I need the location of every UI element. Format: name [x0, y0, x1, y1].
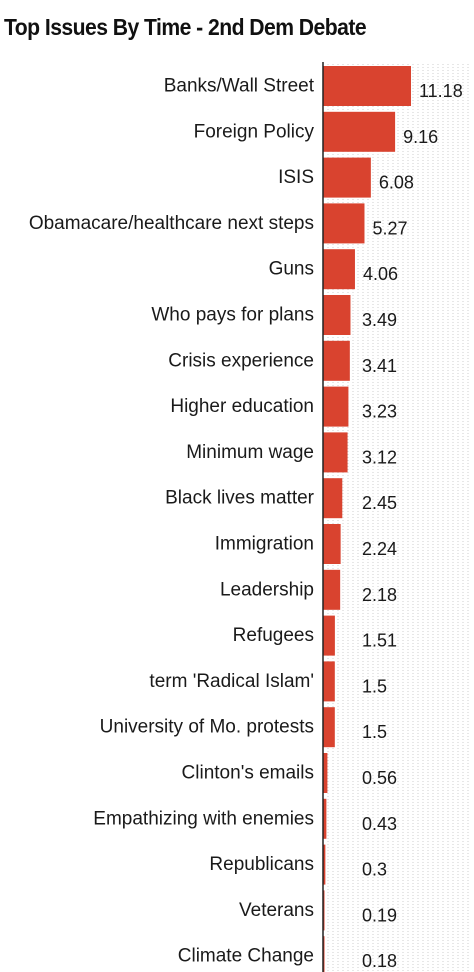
category-label: Black lives matter [165, 488, 315, 509]
bar [323, 295, 351, 335]
value-label: 5.27 [372, 218, 407, 238]
value-label: 0.43 [362, 814, 397, 834]
value-label: 11.18 [419, 81, 463, 101]
value-label: 4.06 [363, 264, 398, 284]
bar [323, 111, 396, 152]
bar [323, 661, 335, 702]
category-label: University of Mo. protests [100, 717, 314, 738]
category-label: Immigration [215, 534, 314, 555]
bar [323, 432, 348, 473]
gridlines [327, 64, 469, 972]
category-label: Leadership [220, 579, 314, 600]
bar [323, 66, 411, 106]
value-label: 0.3 [362, 860, 387, 880]
category-label: ISIS [278, 167, 314, 188]
category-label: Refugees [233, 625, 314, 646]
category-label: Obamacare/healthcare next steps [29, 213, 314, 234]
category-label: Crisis experience [168, 350, 314, 371]
value-label: 3.23 [362, 402, 397, 422]
value-label: 3.49 [362, 310, 397, 330]
category-label: Higher education [170, 396, 314, 417]
value-label: 2.18 [362, 585, 397, 605]
value-label: 6.08 [379, 173, 414, 193]
value-label: 3.12 [362, 447, 397, 467]
bar [323, 753, 328, 793]
category-labels: Banks/Wall Street Foreign Policy ISIS Obama… [29, 76, 315, 967]
category-label: Foreign Policy [194, 121, 315, 142]
category-label: Climate Change [178, 946, 314, 967]
bars [323, 66, 411, 972]
value-label: 0.18 [362, 951, 397, 971]
category-label: Clinton's emails [182, 763, 314, 784]
bar [323, 707, 335, 748]
bar [323, 844, 326, 885]
category-label: term 'Radical Islam' [149, 671, 314, 692]
category-label: Who pays for plans [151, 305, 314, 326]
value-label: 1.51 [362, 631, 397, 651]
bar [323, 569, 341, 610]
value-label: 1.5 [362, 676, 387, 696]
value-label: 2.24 [362, 539, 397, 559]
bar [323, 615, 335, 656]
bar [323, 249, 355, 290]
value-label: 0.56 [362, 768, 397, 788]
chart-title: Top Issues By Time - 2nd Dem Debate [4, 14, 367, 40]
value-label: 0.19 [362, 905, 397, 925]
category-label: Republicans [209, 854, 314, 875]
category-label: Veterans [239, 900, 314, 921]
category-label: Banks/Wall Street [164, 76, 315, 97]
category-label: Minimum wage [186, 442, 314, 463]
value-label: 1.5 [362, 722, 387, 742]
category-label: Guns [269, 259, 314, 280]
category-label: Empathizing with enemies [93, 808, 314, 829]
bar [323, 157, 371, 198]
bar [323, 798, 327, 839]
value-labels: 11.18 9.16 6.08 5.27 4.06 3.49 3.41 3.23 3.12 2.4… [362, 81, 463, 971]
bar [323, 340, 350, 381]
value-label: 9.16 [403, 127, 438, 147]
value-label: 3.41 [362, 356, 397, 376]
bar [323, 478, 343, 519]
bar [323, 386, 349, 427]
bar [323, 203, 365, 244]
value-label: 2.45 [362, 493, 397, 513]
bar [323, 524, 341, 564]
